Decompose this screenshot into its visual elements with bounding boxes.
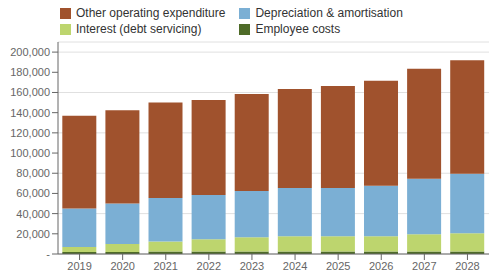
svg-text:-: - xyxy=(46,248,50,260)
svg-text:20,000: 20,000 xyxy=(16,228,50,240)
svg-text:2023: 2023 xyxy=(240,260,264,272)
svg-text:120,000: 120,000 xyxy=(10,127,50,139)
svg-text:2019: 2019 xyxy=(67,260,91,272)
html-text:Other operating expenditure: Other operating expenditure xyxy=(76,6,226,20)
svg-text:200,000: 200,000 xyxy=(10,46,50,58)
svg-text:60,000: 60,000 xyxy=(16,187,50,199)
svg-text:2027: 2027 xyxy=(412,260,436,272)
svg-text:80,000: 80,000 xyxy=(16,167,50,179)
svg-text:2021: 2021 xyxy=(154,260,178,272)
svg-text:140,000: 140,000 xyxy=(10,107,50,119)
svg-text:160,000: 160,000 xyxy=(10,86,50,98)
svg-text:2020: 2020 xyxy=(110,260,134,272)
html-text:Employee costs: Employee costs xyxy=(255,22,341,36)
svg-text:2022: 2022 xyxy=(197,260,221,272)
svg-text:180,000: 180,000 xyxy=(10,66,50,78)
svg-text:2024: 2024 xyxy=(283,260,307,272)
svg-text:100,000: 100,000 xyxy=(10,147,50,159)
svg-text:2026: 2026 xyxy=(369,260,393,272)
svg-text:2028: 2028 xyxy=(455,260,479,272)
html-text:Depreciation & amortisation: Depreciation & amortisation xyxy=(255,6,403,20)
svg-text:2025: 2025 xyxy=(326,260,350,272)
svg-text:40,000: 40,000 xyxy=(16,208,50,220)
html-text:Interest (debt servicing): Interest (debt servicing) xyxy=(76,22,202,36)
